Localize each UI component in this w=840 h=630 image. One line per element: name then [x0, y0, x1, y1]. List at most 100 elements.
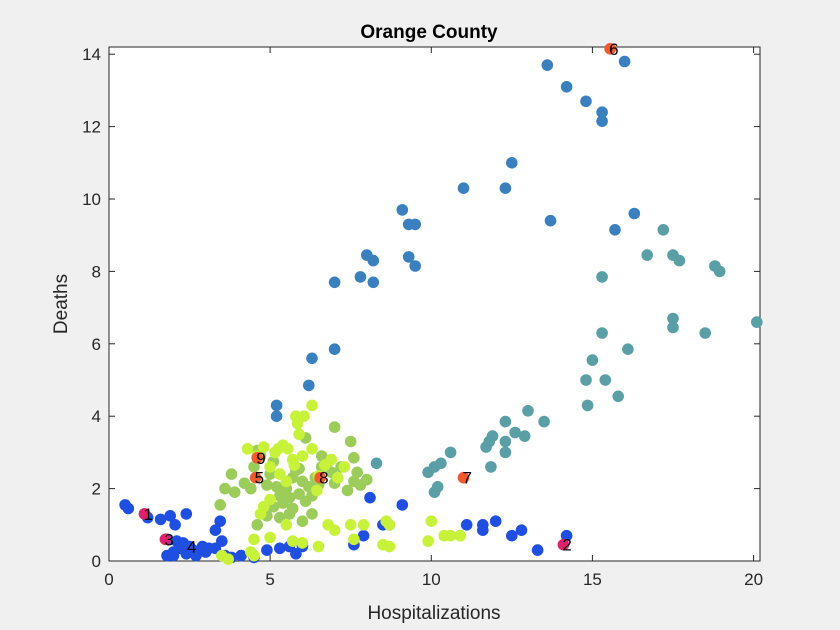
data-point	[216, 535, 228, 547]
highlighted-point-9	[251, 452, 263, 464]
data-point	[290, 410, 302, 423]
data-point	[199, 546, 212, 558]
data-point	[222, 553, 234, 565]
y-tick-label: 6	[92, 335, 101, 354]
data-point	[190, 549, 202, 562]
data-point	[506, 157, 518, 169]
point-label-5: 5	[255, 469, 264, 488]
data-point	[169, 519, 181, 531]
data-point	[580, 374, 592, 386]
data-point	[357, 519, 370, 531]
data-point	[586, 354, 599, 366]
data-point	[364, 491, 376, 504]
data-point	[328, 276, 341, 289]
data-point	[383, 540, 396, 553]
data-point	[361, 473, 373, 486]
data-point	[303, 379, 315, 392]
highlighted-point-3	[159, 533, 172, 546]
data-point	[261, 544, 273, 556]
data-point	[270, 399, 283, 412]
point-labels: 1 2 3 4 5 6 7 8 9	[138, 40, 619, 557]
data-point	[444, 529, 457, 542]
highlighted-point-7	[457, 471, 470, 484]
y-axis-label: Deaths	[51, 274, 72, 334]
y-tick-label: 14	[82, 45, 101, 64]
data-point	[228, 486, 241, 499]
data-point	[499, 446, 512, 459]
highlighted-point-5	[249, 471, 262, 484]
y-tick-label: 0	[92, 552, 101, 571]
y-tick-label: 2	[92, 480, 101, 499]
data-point	[367, 276, 380, 289]
data-point	[290, 548, 302, 560]
data-point	[274, 542, 286, 555]
data-point	[622, 343, 634, 356]
data-point	[699, 327, 711, 339]
data-point	[402, 251, 415, 263]
data-point	[219, 482, 231, 495]
data-point	[248, 549, 260, 562]
data-point	[667, 312, 679, 325]
data-point	[457, 182, 470, 194]
data-point	[396, 204, 409, 216]
y-tick-label: 10	[82, 190, 101, 209]
data-point	[296, 537, 309, 549]
point-label-3: 3	[164, 530, 173, 549]
data-point	[298, 410, 310, 423]
data-point	[122, 502, 135, 515]
data-point	[280, 475, 293, 488]
data-point	[370, 457, 383, 470]
data-point	[293, 428, 305, 441]
highlighted-point-4	[182, 540, 194, 553]
data-point	[282, 443, 294, 455]
data-point	[264, 531, 276, 544]
data-point	[612, 390, 624, 403]
data-point	[522, 405, 534, 417]
data-point	[596, 271, 608, 283]
data-point	[444, 446, 457, 459]
data-point	[312, 540, 325, 553]
data-point	[306, 352, 318, 365]
data-point	[167, 549, 180, 562]
data-point	[485, 461, 497, 473]
data-point	[296, 515, 309, 527]
data-point	[480, 441, 492, 453]
data-point	[328, 343, 341, 356]
data-point	[560, 81, 573, 93]
data-point	[499, 182, 512, 194]
data-point	[214, 515, 226, 527]
data-point	[270, 410, 283, 423]
data-point	[518, 430, 531, 442]
data-point	[657, 224, 670, 236]
data-point	[286, 535, 299, 547]
data-point	[596, 106, 608, 118]
data-point	[332, 471, 344, 484]
data-point	[425, 515, 438, 527]
data-point	[264, 461, 276, 473]
data-point	[499, 415, 512, 428]
data-point	[581, 399, 594, 412]
data-point	[214, 499, 226, 511]
x-tick-label: 15	[583, 570, 602, 589]
data-point	[257, 500, 270, 513]
y-tick-label: 8	[92, 262, 101, 281]
data-point	[270, 481, 283, 493]
data-point	[599, 374, 612, 386]
data-point	[164, 510, 176, 522]
data-point	[348, 475, 360, 488]
data-point	[428, 486, 441, 499]
y-tick-label: 4	[92, 407, 101, 426]
point-label-9: 9	[256, 449, 265, 468]
data-point	[344, 519, 357, 531]
data-point	[580, 95, 592, 108]
data-point	[315, 450, 328, 462]
data-point	[454, 529, 467, 542]
data-point	[531, 544, 544, 556]
point-label-4: 4	[187, 538, 196, 557]
data-point	[248, 533, 260, 546]
data-point	[509, 426, 521, 439]
highlighted-point-2	[557, 538, 570, 551]
data-point	[306, 399, 318, 412]
data-point	[311, 484, 323, 497]
chart-title: Orange County	[360, 22, 498, 43]
